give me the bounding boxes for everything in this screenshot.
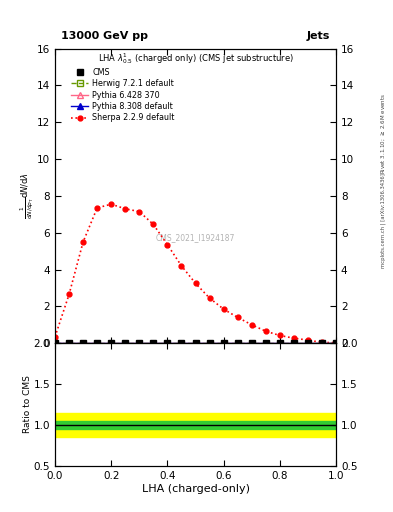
- Text: 13000 GeV pp: 13000 GeV pp: [61, 31, 148, 41]
- Text: LHA $\lambda^{1}_{0.5}$ (charged only) (CMS jet substructure): LHA $\lambda^{1}_{0.5}$ (charged only) (…: [97, 52, 294, 67]
- Y-axis label: Ratio to CMS: Ratio to CMS: [23, 376, 32, 434]
- X-axis label: LHA (charged-only): LHA (charged-only): [141, 483, 250, 494]
- Text: Rivet 3.1.10; $\geq$ 2.6M events: Rivet 3.1.10; $\geq$ 2.6M events: [379, 93, 387, 174]
- Legend: CMS, Herwig 7.2.1 default, Pythia 6.428 370, Pythia 8.308 default, Sherpa 2.2.9 : CMS, Herwig 7.2.1 default, Pythia 6.428 …: [68, 65, 178, 125]
- Y-axis label: $\frac{1}{\mathrm{d}N/\mathrm{d}p_\mathrm{T}} \mathrm{d}N/\mathrm{d}\lambda$: $\frac{1}{\mathrm{d}N/\mathrm{d}p_\mathr…: [18, 173, 35, 220]
- Text: CMS_2021_I1924187: CMS_2021_I1924187: [156, 232, 235, 242]
- Text: Jets: Jets: [307, 31, 331, 41]
- Text: mcplots.cern.ch | [arXiv:1306.3436]: mcplots.cern.ch | [arXiv:1306.3436]: [380, 173, 386, 268]
